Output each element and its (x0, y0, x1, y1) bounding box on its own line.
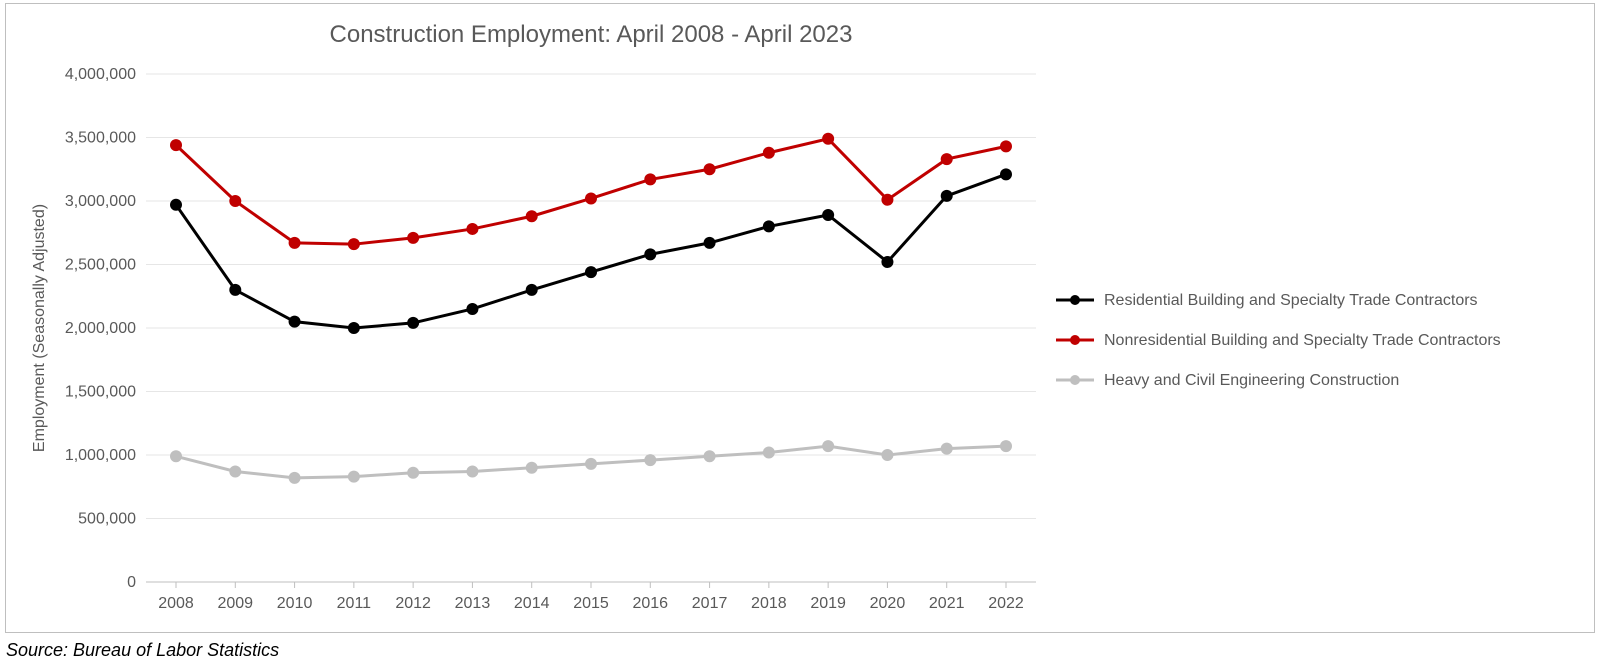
series-marker (644, 454, 656, 466)
x-tick-label: 2013 (455, 595, 491, 612)
series-marker (289, 316, 301, 328)
y-tick-label: 3,500,000 (65, 130, 136, 147)
series-marker (348, 238, 360, 250)
series-marker (941, 153, 953, 165)
x-tick-label: 2016 (632, 595, 668, 612)
y-tick-label: 500,000 (78, 511, 136, 528)
series-marker (881, 256, 893, 268)
y-tick-label: 1,500,000 (65, 384, 136, 401)
x-tick-label: 2008 (158, 595, 194, 612)
x-tick-label: 2021 (929, 595, 965, 612)
series-marker (822, 440, 834, 452)
y-tick-label: 4,000,000 (65, 66, 136, 83)
series-line (176, 139, 1006, 244)
series-marker (407, 317, 419, 329)
series-marker (644, 173, 656, 185)
series-marker (881, 194, 893, 206)
series-marker (229, 466, 241, 478)
series-marker (941, 443, 953, 455)
series-marker (822, 133, 834, 145)
y-tick-label: 1,000,000 (65, 447, 136, 464)
series-marker (348, 471, 360, 483)
y-tick-label: 2,000,000 (65, 320, 136, 337)
legend-label: Heavy and Civil Engineering Construction (1104, 372, 1399, 389)
series-marker (407, 467, 419, 479)
series-marker (466, 303, 478, 315)
legend-marker (1070, 335, 1080, 345)
legend-marker (1070, 295, 1080, 305)
line-chart: Construction Employment: April 2008 - Ap… (6, 4, 1594, 632)
series-marker (466, 223, 478, 235)
series-marker (822, 209, 834, 221)
series-marker (407, 232, 419, 244)
x-tick-label: 2022 (988, 595, 1024, 612)
series-marker (1000, 140, 1012, 152)
series-marker (585, 192, 597, 204)
series-marker (170, 450, 182, 462)
x-tick-label: 2010 (277, 595, 313, 612)
series-marker (763, 147, 775, 159)
series-marker (644, 248, 656, 260)
series-marker (881, 449, 893, 461)
chart-box: Construction Employment: April 2008 - Ap… (5, 3, 1595, 633)
series-marker (348, 322, 360, 334)
series-marker (763, 446, 775, 458)
series-marker (289, 472, 301, 484)
x-tick-label: 2019 (810, 595, 846, 612)
series-marker (585, 266, 597, 278)
series-marker (229, 195, 241, 207)
series-marker (170, 139, 182, 151)
y-axis-label: Employment (Seasonally Adjusted) (31, 204, 48, 452)
x-tick-label: 2017 (692, 595, 728, 612)
series-marker (1000, 440, 1012, 452)
series-marker (585, 458, 597, 470)
x-tick-label: 2009 (217, 595, 253, 612)
series-marker (526, 284, 538, 296)
x-tick-label: 2012 (395, 595, 431, 612)
series-marker (229, 284, 241, 296)
x-tick-label: 2014 (514, 595, 550, 612)
series-marker (466, 466, 478, 478)
chart-container: Construction Employment: April 2008 - Ap… (0, 0, 1600, 672)
legend-label: Nonresidential Building and Specialty Tr… (1104, 332, 1501, 349)
legend-marker (1070, 375, 1080, 385)
series-marker (704, 237, 716, 249)
chart-title: Construction Employment: April 2008 - Ap… (330, 21, 853, 48)
series-marker (704, 163, 716, 175)
x-tick-label: 2015 (573, 595, 609, 612)
series-marker (704, 450, 716, 462)
series-marker (289, 237, 301, 249)
source-note: Source: Bureau of Labor Statistics (6, 640, 279, 661)
x-tick-label: 2011 (337, 595, 372, 612)
series-marker (1000, 168, 1012, 180)
x-tick-label: 2018 (751, 595, 787, 612)
y-tick-label: 0 (127, 574, 136, 591)
y-tick-label: 2,500,000 (65, 257, 136, 274)
x-tick-label: 2020 (870, 595, 906, 612)
legend-label: Residential Building and Specialty Trade… (1104, 292, 1478, 309)
series-marker (170, 199, 182, 211)
series-marker (941, 190, 953, 202)
series-marker (763, 220, 775, 232)
series-marker (526, 210, 538, 222)
series-marker (526, 462, 538, 474)
y-tick-label: 3,000,000 (65, 193, 136, 210)
